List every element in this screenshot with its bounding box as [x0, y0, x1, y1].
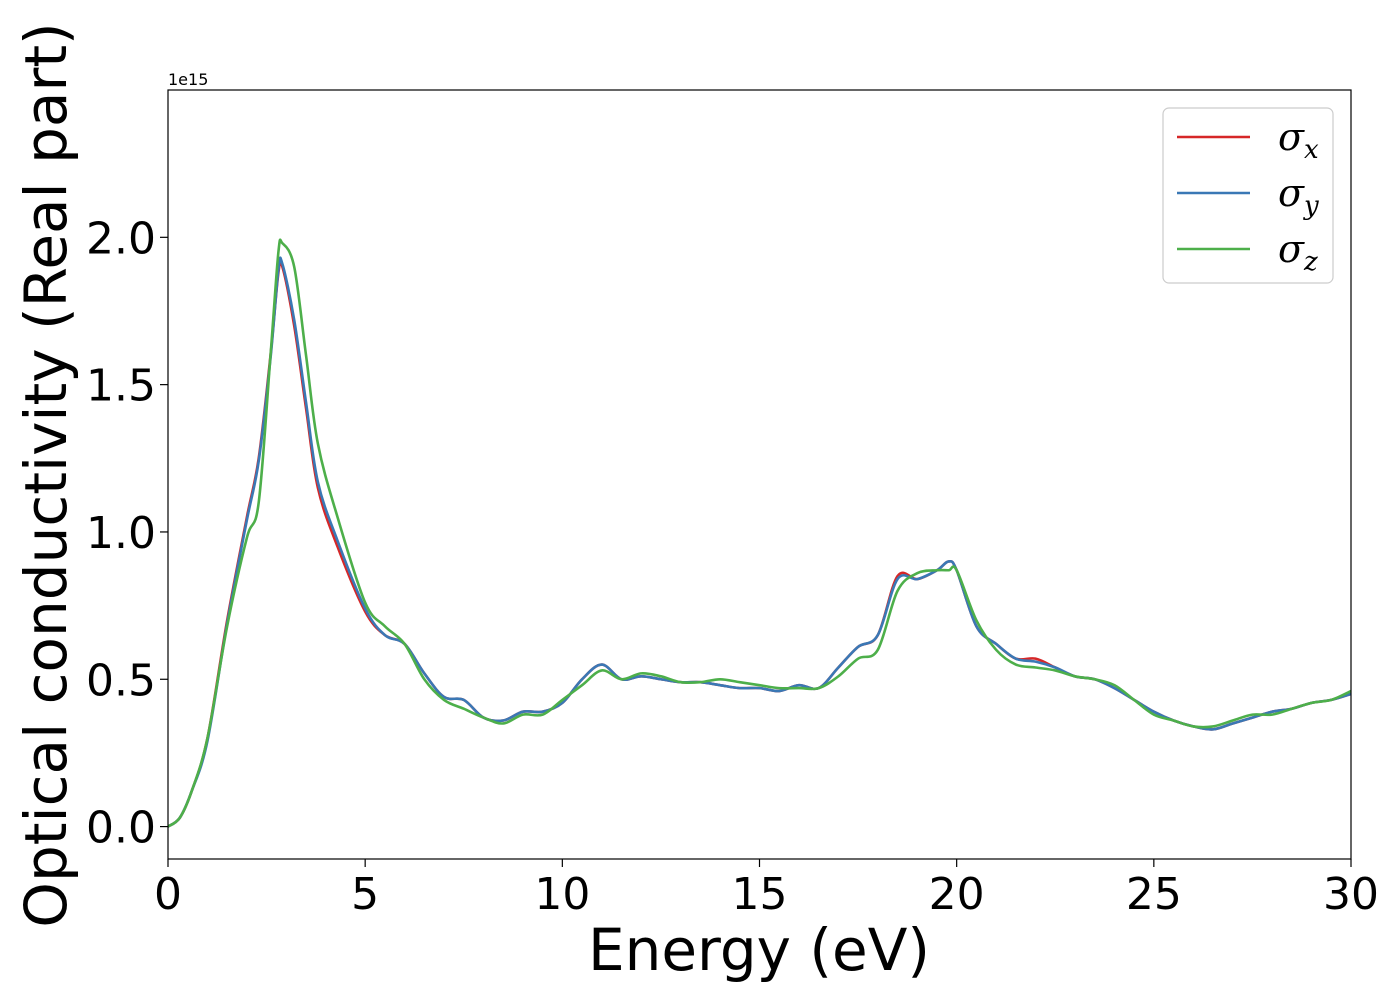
y-tick-label: 0.5 — [86, 655, 156, 706]
x-tick-label: 10 — [534, 869, 590, 920]
series-line-3 — [168, 238, 1351, 828]
x-axis-title: Energy (eV) — [588, 916, 930, 984]
x-tick-label: 5 — [351, 869, 379, 920]
y-axis-title: Optical conductivity (Real part) — [12, 22, 80, 927]
x-tick-label: 0 — [154, 869, 182, 920]
x-tick-label: 15 — [732, 869, 788, 920]
legend: σx σy σz — [1162, 107, 1334, 284]
legend-label: σz — [1278, 227, 1318, 277]
y-axis-ticks: 0.0 0.5 1.0 1.5 2.0 — [86, 213, 168, 854]
legend-box — [1162, 107, 1334, 284]
y-tick-label: 1.0 — [86, 508, 156, 559]
y-offset-label: 1e15 — [168, 70, 208, 89]
x-tick-label: 30 — [1323, 869, 1379, 920]
legend-label: σx — [1278, 115, 1319, 165]
x-axis-ticks: 0 5 10 15 20 25 30 — [154, 859, 1379, 920]
y-tick-label: 1.5 — [86, 361, 156, 412]
x-tick-label: 25 — [1126, 869, 1182, 920]
legend-label: σy — [1278, 171, 1319, 221]
y-tick-label: 2.0 — [86, 213, 156, 264]
series-layer — [168, 238, 1351, 828]
x-tick-label: 20 — [929, 869, 985, 920]
y-tick-label: 0.0 — [86, 803, 156, 854]
